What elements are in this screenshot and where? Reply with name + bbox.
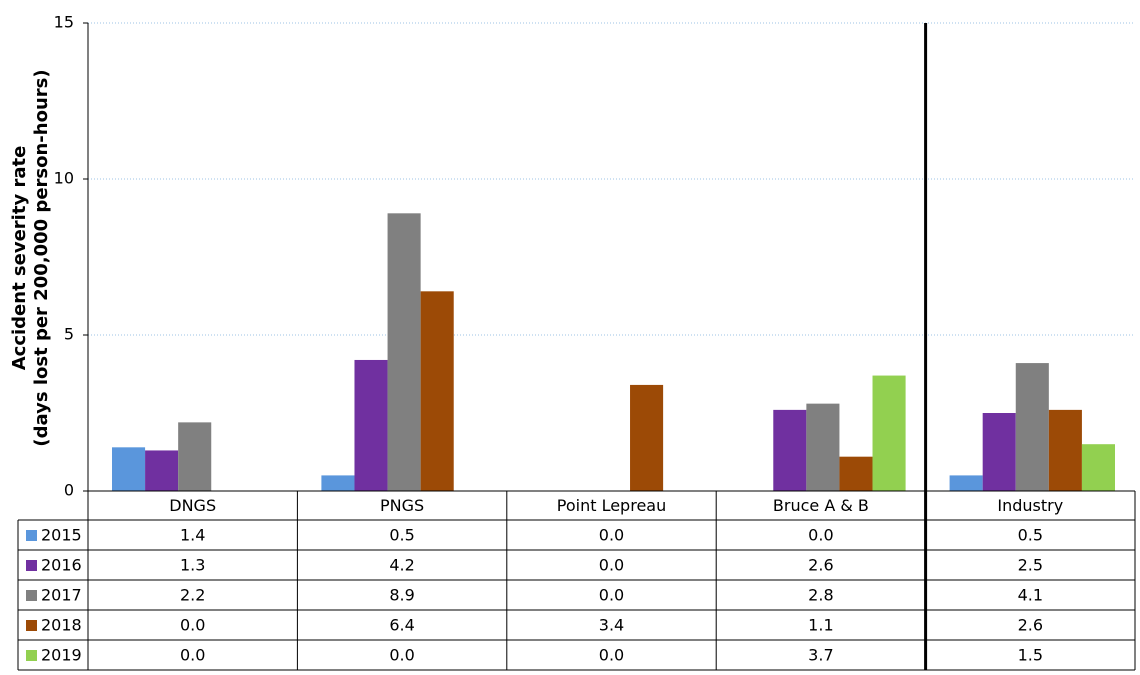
x-tick-label: Industry	[997, 496, 1063, 515]
bar	[1048, 409, 1082, 491]
bar	[178, 422, 212, 491]
y-axis-title-line: (days lost per 200,000 person-hours)	[31, 69, 52, 446]
table-cell: 0.5	[389, 526, 414, 545]
table-cell: 2.2	[180, 586, 205, 605]
bar	[806, 403, 840, 491]
y-axis-title: Accident severity rate (days lost per 20…	[9, 69, 52, 446]
table-cell: 2.8	[808, 586, 833, 605]
legend-label: 2015	[41, 526, 82, 545]
legend-label: 2016	[41, 556, 82, 575]
legend-label: 2018	[41, 616, 82, 635]
bar	[354, 359, 388, 491]
table-cell: 2.6	[808, 556, 833, 575]
y-tick-label: 0	[64, 481, 74, 500]
legend-label: 2017	[41, 586, 82, 605]
table-cell: 1.3	[180, 556, 205, 575]
table-cell: 1.4	[180, 526, 205, 545]
table-cell: 0.0	[599, 586, 624, 605]
table-cell: 4.1	[1018, 586, 1043, 605]
legend-label: 2019	[41, 646, 82, 665]
legend-swatch	[26, 560, 37, 571]
table-cell: 0.0	[180, 646, 205, 665]
bar	[982, 413, 1016, 491]
table-cell: 2.5	[1018, 556, 1043, 575]
table-cell: 6.4	[389, 616, 414, 635]
table-cell: 0.0	[180, 616, 205, 635]
bar	[321, 475, 355, 491]
bar	[839, 456, 873, 491]
table-cell: 0.0	[599, 556, 624, 575]
bar	[773, 409, 807, 491]
x-tick-label: Bruce A & B	[773, 496, 869, 515]
table-cell: 1.5	[1018, 646, 1043, 665]
y-axis-title-line: Accident severity rate	[9, 146, 30, 371]
legend-swatch	[26, 530, 37, 541]
table-cell: 0.5	[1018, 526, 1043, 545]
table-cell: 0.0	[389, 646, 414, 665]
y-tick-label: 10	[54, 169, 74, 188]
x-tick-label: Point Lepreau	[557, 496, 666, 515]
table-cell: 0.0	[599, 526, 624, 545]
table-cell: 1.1	[808, 616, 833, 635]
bar	[872, 375, 906, 491]
table-cell: 3.7	[808, 646, 833, 665]
table-cell: 3.4	[599, 616, 624, 635]
bar	[145, 450, 179, 491]
table-cell: 4.2	[389, 556, 414, 575]
bar	[1015, 363, 1049, 491]
table-cell: 0.0	[599, 646, 624, 665]
y-tick-label: 15	[54, 13, 74, 32]
y-tick-label: 5	[64, 325, 74, 344]
table-cell: 0.0	[808, 526, 833, 545]
bar	[112, 447, 146, 491]
x-tick-label: DNGS	[169, 496, 216, 515]
x-tick-label: PNGS	[380, 496, 424, 515]
bar	[1081, 444, 1115, 491]
legend-swatch	[26, 650, 37, 661]
bar	[420, 291, 454, 491]
bar	[387, 213, 421, 491]
bar	[949, 475, 983, 491]
table-cell: 8.9	[389, 586, 414, 605]
legend-swatch	[26, 620, 37, 631]
table-cell: 2.6	[1018, 616, 1043, 635]
bar	[630, 384, 664, 491]
legend-swatch	[26, 590, 37, 601]
